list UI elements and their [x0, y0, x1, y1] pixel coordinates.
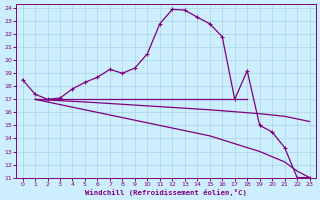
- X-axis label: Windchill (Refroidissement éolien,°C): Windchill (Refroidissement éolien,°C): [85, 189, 247, 196]
